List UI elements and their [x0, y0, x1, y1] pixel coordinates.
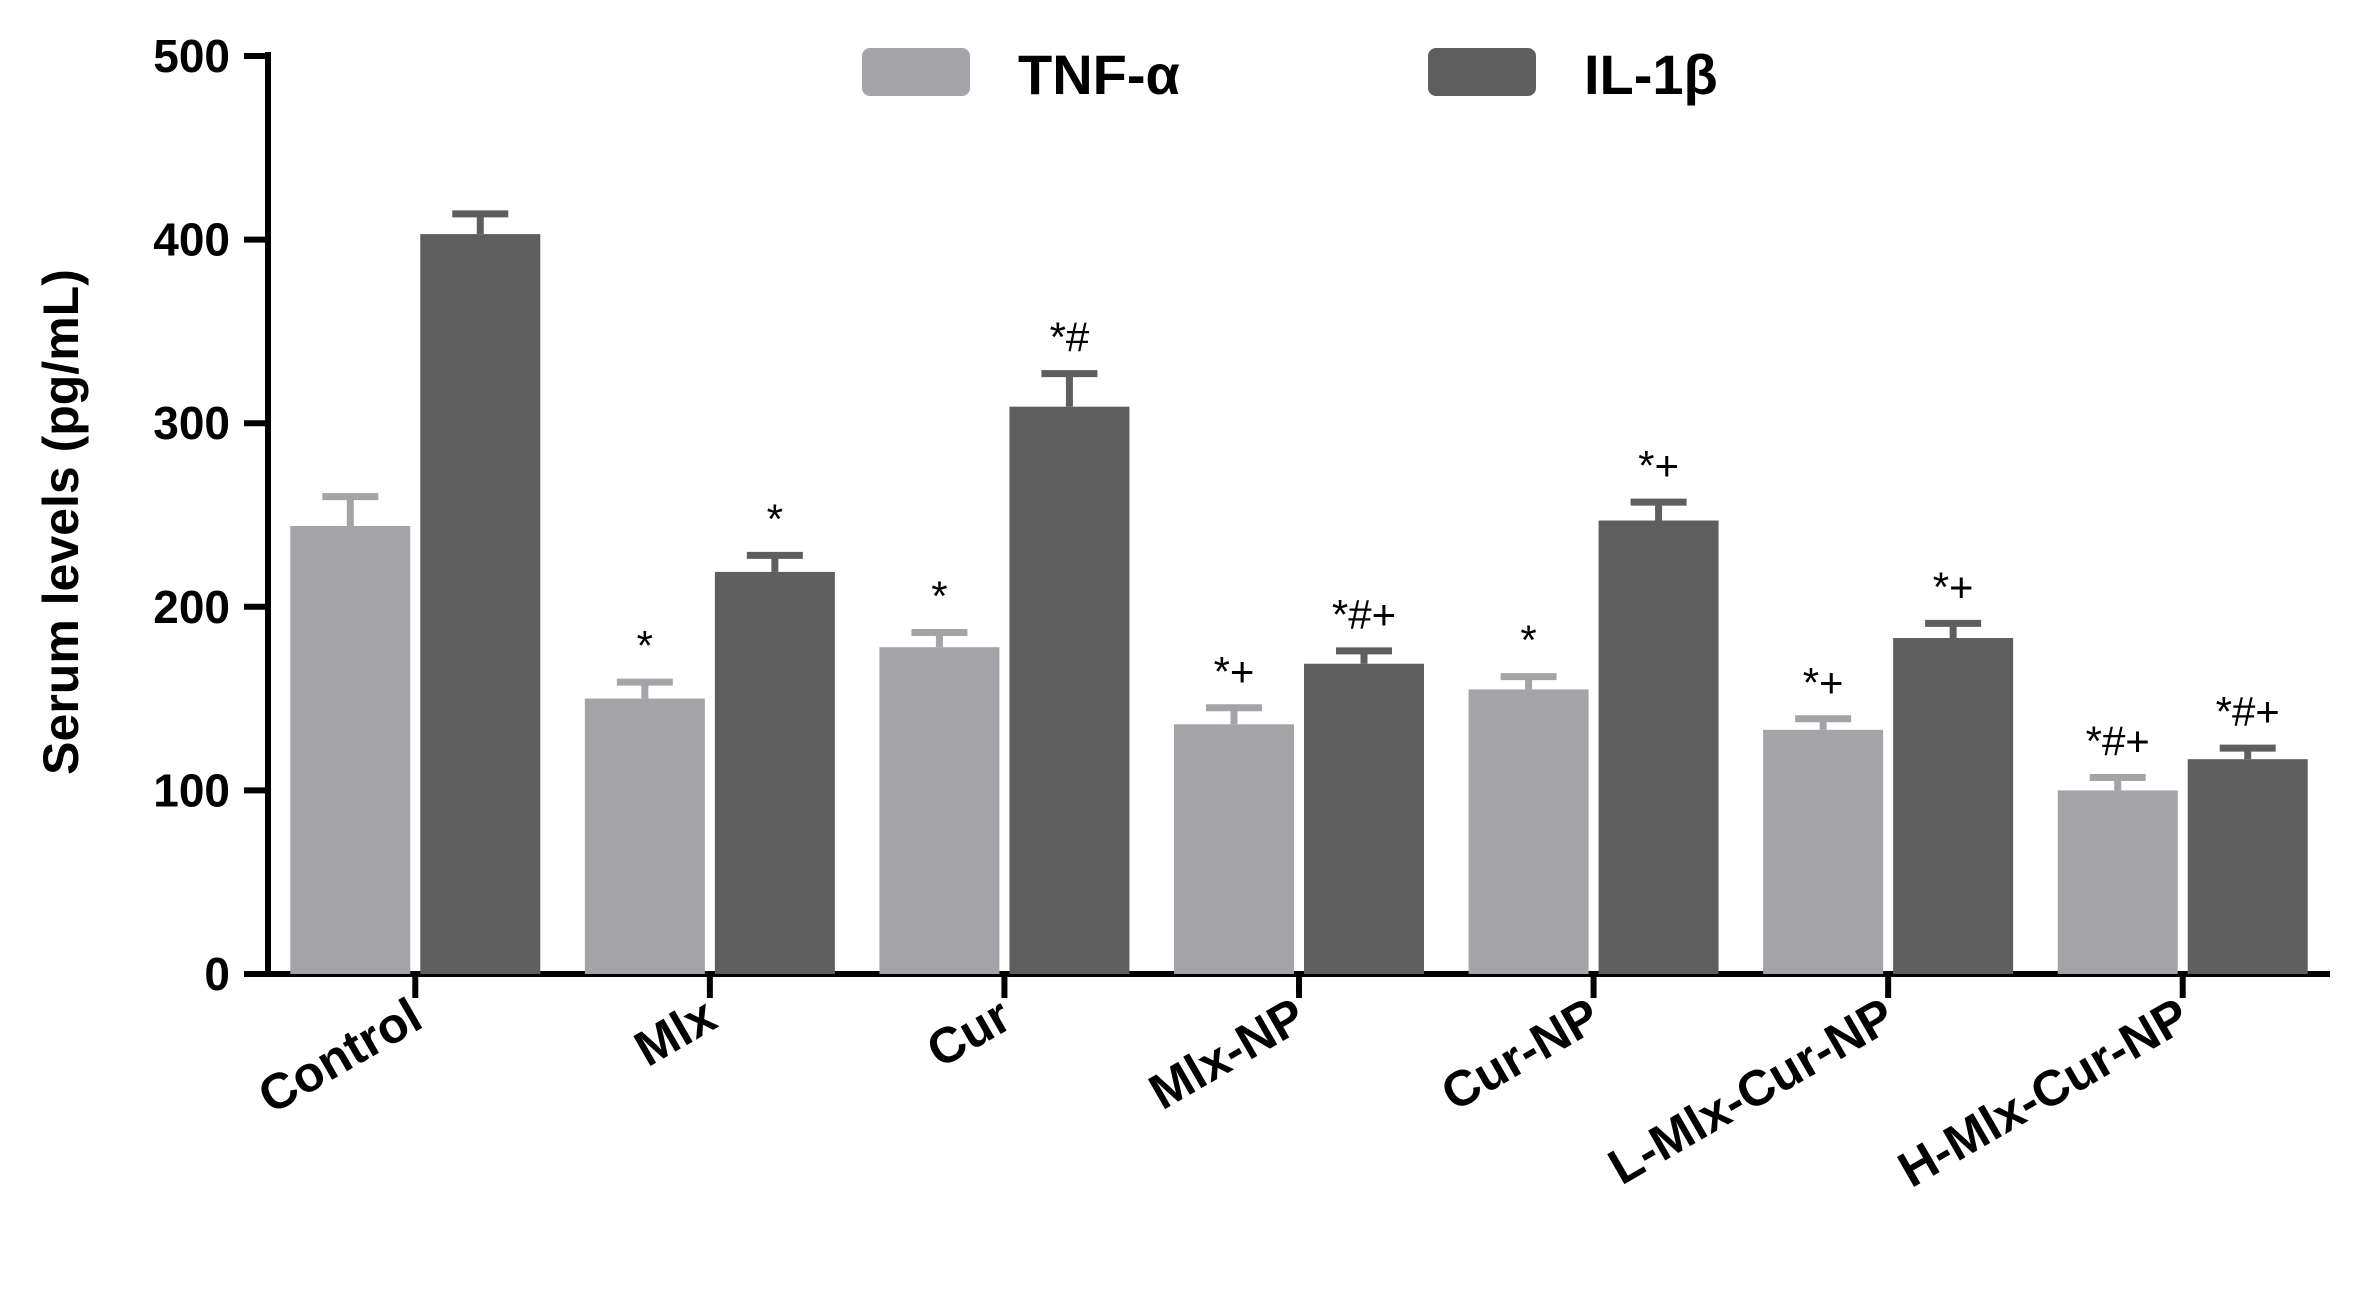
y-tick-label: 100	[153, 764, 230, 816]
significance-label-il-1beta-l-mlx-cur-np: *+	[1933, 563, 1974, 610]
bar-il-1beta-l-mlx-cur-np	[1893, 638, 2014, 974]
significance-label-tnf-alpha-cur-np: *	[1520, 617, 1536, 664]
bar-il-1beta-cur	[1009, 406, 1130, 974]
significance-label-tnf-alpha-mlx-np: *+	[1214, 648, 1255, 695]
bar-il-1beta-mlx	[714, 571, 835, 974]
x-axis: Control Mlx Cur Mlx-NP Cur-NPL-Mlx-Cur-NPH-M…	[249, 971, 2330, 1198]
significance-label-il-1beta-h-mlx-cur-np: *#+	[2216, 688, 2280, 735]
legend-swatch-tnf-alpha	[862, 48, 970, 96]
x-tick-label-control: Control	[249, 987, 431, 1124]
y-tick-label: 200	[153, 581, 230, 633]
significance-label-tnf-alpha-mlx: *	[637, 622, 653, 669]
bar-tnf-alpha-cur	[879, 647, 1000, 974]
legend-label-tnf-alpha: TNF-α	[1018, 43, 1180, 106]
x-tick-label-mlx: Mlx	[625, 987, 725, 1077]
x-tick-label-cur: Cur	[917, 987, 1020, 1079]
legend: TNF-α IL-1β	[862, 43, 1718, 106]
bar-tnf-alpha-control	[290, 526, 411, 974]
significance-label-tnf-alpha-h-mlx-cur-np: *#+	[2086, 718, 2150, 765]
bar-il-1beta-control	[420, 234, 541, 975]
y-axis: 0 100 200 300 400 500	[153, 30, 271, 1000]
bar-tnf-alpha-mlx-np	[1174, 724, 1294, 974]
significance-label-il-1beta-cur-np: *+	[1638, 442, 1679, 489]
legend-swatch-il-1-beta	[1428, 48, 1536, 96]
x-tick-label-cur-np: Cur-NP	[1432, 987, 1609, 1122]
y-axis-title: Serum levels (pg/mL)	[33, 269, 89, 775]
bar-il-1beta-cur-np	[1598, 520, 1719, 974]
y-tick-label: 0	[204, 948, 230, 1000]
bars: * * * *# *+ *#+ * *+ *+ *+ *#+ *#+	[290, 210, 2308, 975]
significance-label-il-1beta-mlx: *	[767, 495, 783, 542]
bar-tnf-alpha-mlx	[584, 698, 705, 974]
legend-label-il-1-beta: IL-1β	[1584, 43, 1718, 106]
significance-label-tnf-alpha-cur: *	[931, 573, 947, 620]
y-tick-label: 400	[153, 214, 230, 266]
y-tick-label: 300	[153, 397, 230, 449]
y-tick-label: 500	[153, 30, 230, 82]
significance-label-il-1beta-cur: *#	[1050, 314, 1090, 361]
bar-il-1beta-h-mlx-cur-np	[2187, 759, 2308, 974]
bar-tnf-alpha-l-mlx-cur-np	[1763, 729, 1884, 974]
bar-tnf-alpha-cur-np	[1468, 689, 1589, 974]
bar-il-1beta-mlx-np	[1304, 663, 1424, 974]
significance-label-tnf-alpha-l-mlx-cur-np: *+	[1803, 659, 1844, 706]
significance-label-il-1beta-mlx-np: *#+	[1332, 591, 1396, 638]
x-tick-label-h-mlx-cur-np: H-Mlx-Cur-NP	[1889, 987, 2198, 1198]
x-tick-label-l-mlx-cur-np: L-Mlx-Cur-NP	[1599, 987, 1904, 1195]
x-tick-label-mlx-np: Mlx-NP	[1140, 987, 1315, 1120]
bar-tnf-alpha-h-mlx-cur-np	[2057, 790, 2178, 974]
